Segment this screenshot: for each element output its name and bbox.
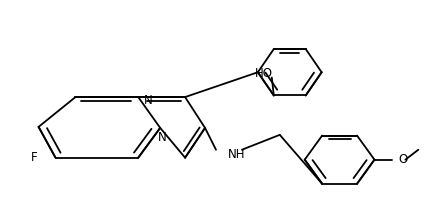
Text: N: N <box>158 131 166 144</box>
Text: NH: NH <box>227 148 245 161</box>
Text: HO: HO <box>254 67 272 80</box>
Text: F: F <box>31 151 37 164</box>
Text: N: N <box>144 94 152 107</box>
Text: O: O <box>397 153 407 166</box>
